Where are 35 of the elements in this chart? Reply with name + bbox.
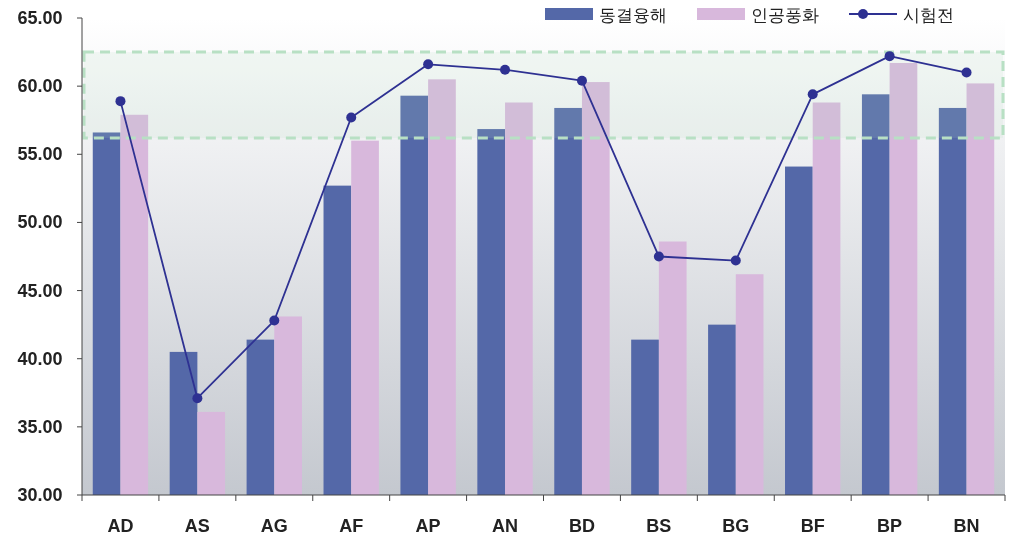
x-tick-label: BF	[800, 516, 825, 536]
legend-label: 인공풍화	[751, 6, 819, 25]
x-tick-label: BP	[877, 516, 903, 536]
x-tick-label: AP	[415, 516, 441, 536]
point	[576, 75, 587, 86]
x-tick-label: BD	[568, 516, 595, 536]
legend-label: 동결융해	[599, 6, 667, 25]
point	[115, 96, 126, 107]
point	[423, 59, 434, 70]
point	[269, 315, 280, 326]
point	[807, 89, 818, 100]
x-tick-label: AF	[339, 516, 364, 536]
x-tick-label: BG	[722, 516, 750, 536]
point	[730, 255, 741, 266]
y-tick-label: 30.00	[17, 485, 63, 505]
x-tick-label: BN	[953, 516, 980, 536]
point	[500, 64, 511, 75]
x-tick-label: AN	[492, 516, 519, 536]
point	[653, 251, 664, 262]
y-tick-label: 65.00	[17, 8, 63, 28]
x-tick-label: AS	[184, 516, 210, 536]
y-tick-label: 45.00	[17, 280, 63, 301]
x-tick-label: AD	[107, 516, 134, 536]
point	[346, 112, 357, 123]
y-tick-label: 60.00	[17, 76, 63, 97]
y-tick-label: 35.00	[17, 416, 63, 437]
x-tick-label: AG	[260, 516, 288, 536]
legend-label: 시험전	[903, 6, 954, 25]
point	[884, 51, 895, 62]
y-tick-label: 55.00	[17, 144, 63, 165]
point	[961, 67, 972, 78]
point	[192, 393, 203, 404]
y-tick-label: 40.00	[17, 348, 63, 369]
x-tick-label: BS	[646, 516, 672, 536]
y-tick-label: 50.00	[17, 212, 63, 233]
